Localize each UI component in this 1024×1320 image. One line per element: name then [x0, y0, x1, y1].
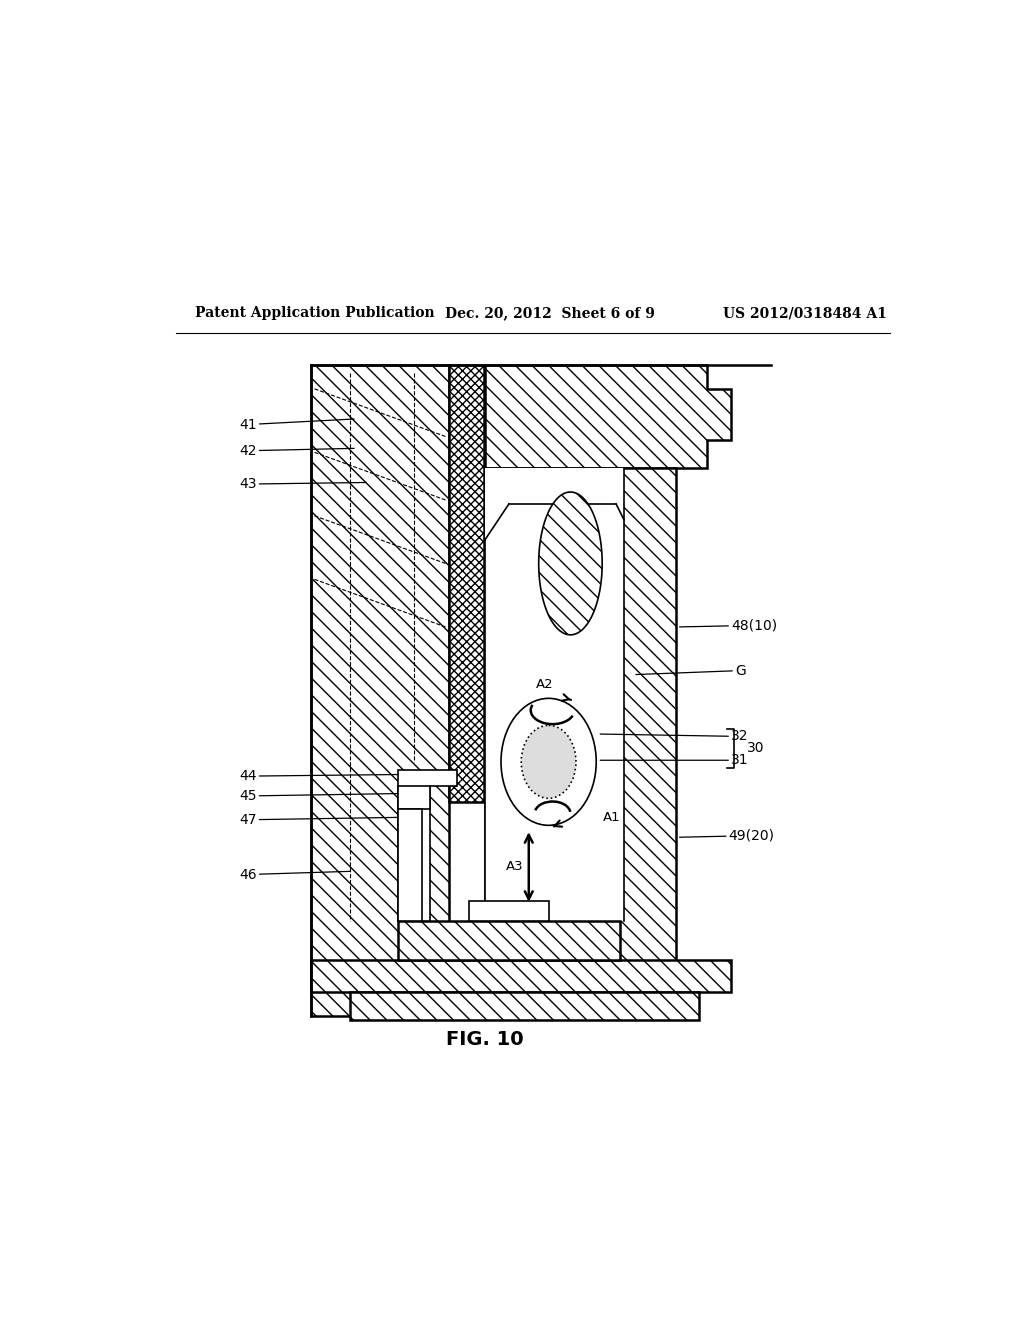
Text: A3: A3 [506, 861, 523, 874]
Text: 30: 30 [748, 742, 765, 755]
Text: 41: 41 [240, 417, 354, 432]
Polygon shape [350, 991, 699, 1020]
Text: US 2012/0318484 A1: US 2012/0318484 A1 [723, 306, 887, 321]
Text: Patent Application Publication: Patent Application Publication [196, 306, 435, 321]
Polygon shape [397, 770, 458, 920]
Polygon shape [310, 960, 731, 991]
Polygon shape [450, 366, 483, 801]
Text: 45: 45 [240, 789, 397, 803]
Text: 42: 42 [240, 444, 354, 458]
Polygon shape [397, 809, 422, 920]
Ellipse shape [501, 698, 596, 825]
Polygon shape [485, 366, 731, 469]
Text: 44: 44 [240, 770, 397, 783]
Text: 48(10): 48(10) [680, 618, 777, 632]
Polygon shape [539, 492, 602, 635]
Text: 46: 46 [240, 867, 350, 882]
Text: 31: 31 [600, 754, 749, 767]
Text: A1: A1 [602, 810, 621, 824]
Text: 43: 43 [240, 477, 367, 491]
Text: 32: 32 [600, 730, 749, 743]
Polygon shape [397, 785, 430, 809]
Polygon shape [469, 900, 549, 920]
Text: 47: 47 [240, 813, 397, 826]
Polygon shape [485, 469, 624, 920]
Text: Dec. 20, 2012  Sheet 6 of 9: Dec. 20, 2012 Sheet 6 of 9 [445, 306, 655, 321]
Polygon shape [485, 469, 676, 1016]
Polygon shape [310, 366, 450, 1016]
Text: FIG. 10: FIG. 10 [446, 1030, 524, 1049]
Text: 49(20): 49(20) [680, 829, 775, 842]
Polygon shape [397, 920, 621, 960]
Text: A2: A2 [536, 677, 553, 690]
Ellipse shape [521, 725, 575, 799]
Text: G: G [636, 664, 745, 677]
